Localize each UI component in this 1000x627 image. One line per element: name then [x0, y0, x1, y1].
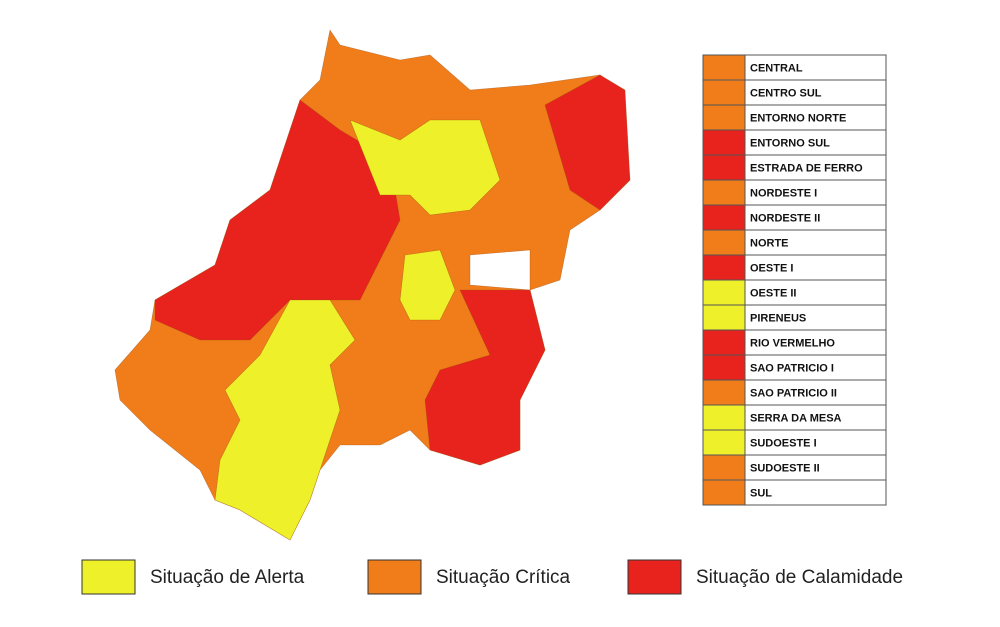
table-cell — [744, 179, 887, 206]
table-cell — [744, 79, 887, 106]
color-swatch — [702, 104, 746, 131]
table-cell — [744, 154, 887, 181]
legend-swatch — [627, 559, 682, 595]
region-name: ENTORNO SUL — [750, 137, 830, 149]
color-swatch — [702, 279, 746, 306]
region-name: OESTE I — [750, 262, 793, 274]
table-cell — [744, 54, 887, 81]
table-cell — [744, 229, 887, 256]
region-name: PIRENEUS — [750, 312, 806, 324]
color-swatch — [702, 379, 746, 406]
color-swatch — [702, 229, 746, 256]
table-cell — [744, 204, 887, 231]
table-cell — [744, 254, 887, 281]
color-swatch — [702, 54, 746, 81]
legend-swatch — [81, 559, 136, 595]
region-name: SUDOESTE I — [750, 437, 817, 449]
region-shape — [424, 289, 546, 466]
region-name: NORTE — [750, 237, 789, 249]
color-swatch — [702, 154, 746, 181]
legend-label: Situação Crítica — [436, 567, 571, 588]
color-swatch — [702, 254, 746, 281]
table-cell — [744, 354, 887, 381]
region-name: SUL — [750, 487, 772, 499]
table-cell — [744, 404, 887, 431]
legend-label: Situação de Calamidade — [696, 567, 903, 588]
table-cell — [744, 329, 887, 356]
table-cell — [744, 429, 887, 456]
color-swatch — [702, 429, 746, 456]
color-swatch — [702, 179, 746, 206]
region-name: RIO VERMELHO — [750, 337, 835, 349]
region-name: NORDESTE II — [750, 212, 820, 224]
region-name: NORDESTE I — [750, 187, 817, 199]
region-shape — [214, 299, 356, 541]
region-shape — [544, 74, 631, 211]
table-cell — [744, 454, 887, 481]
color-swatch — [702, 329, 746, 356]
region-name: ESTRADA DE FERRO — [750, 162, 863, 174]
color-swatch — [702, 479, 746, 506]
table-cell — [744, 104, 887, 131]
region-name: CENTRAL — [750, 62, 803, 74]
region-name: SAO PATRICIO I — [750, 362, 834, 374]
color-swatch — [702, 129, 746, 156]
region-name: ENTORNO NORTE — [750, 112, 846, 124]
region-name: CENTRO SUL — [750, 87, 822, 99]
color-swatch — [702, 454, 746, 481]
color-swatch — [702, 354, 746, 381]
region-name: SERRA DA MESA — [750, 412, 842, 424]
color-swatch — [702, 304, 746, 331]
table-cell — [744, 379, 887, 406]
region-name: OESTE II — [750, 287, 796, 299]
color-swatch — [702, 204, 746, 231]
region-shape — [469, 249, 531, 291]
region-name: SUDOESTE II — [750, 462, 820, 474]
table-cell — [744, 479, 887, 506]
color-swatch — [702, 404, 746, 431]
region-table: CENTRAL CENTRO SUL ENTORNO NORTE ENTORNO SU… — [702, 54, 887, 506]
table-cell — [744, 304, 887, 331]
state-map — [114, 29, 631, 541]
color-swatch — [702, 79, 746, 106]
legend-swatch — [367, 559, 422, 595]
region-name: SAO PATRICIO II — [750, 387, 837, 399]
legend-label: Situação de Alerta — [150, 567, 305, 588]
region-shape — [399, 249, 456, 321]
table-cell — [744, 129, 887, 156]
region-shape — [349, 119, 501, 216]
legend: Situação de Alerta Situação Crítica Situaç… — [81, 559, 903, 595]
